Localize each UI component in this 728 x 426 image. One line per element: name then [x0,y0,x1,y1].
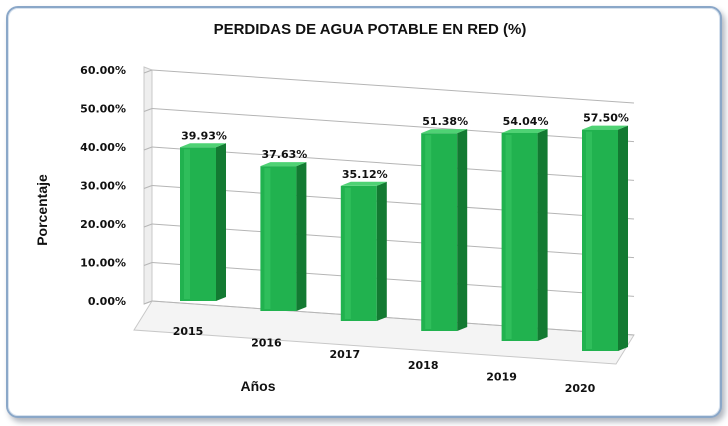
x-tick-label: 2019 [486,371,517,384]
y-tick-label: 40.00% [80,141,126,154]
gridline-side [143,146,153,151]
x-tick-label: 2020 [565,382,596,395]
data-label: 54.04% [503,115,549,128]
y-tick-label: 30.00% [80,180,126,193]
x-axis-ticks: 2015 2016 2017 2018 2019 2020 [173,325,596,395]
gridline-side [143,69,153,74]
bar-highlight [586,131,592,349]
gridlines [143,69,635,336]
bar-top [260,162,307,167]
data-label: 35.12% [342,168,388,181]
bar-2018 [421,129,468,331]
y-tick-label: 0.00% [88,295,126,308]
bar-2016 [260,162,307,311]
y-tick-label: 60.00% [80,64,126,77]
gridline [151,300,635,336]
bar-top [501,128,548,133]
gridline [151,146,635,181]
x-tick-label: 2018 [408,359,439,372]
bar-side [618,125,628,351]
data-label: 57.50% [583,112,629,125]
bar-highlight [505,134,512,339]
bar-2015 [180,143,226,301]
bar-2019 [501,128,548,341]
y-axis-ticks: 0.00% 10.00% 20.00% 30.00% 40.00% 50.00% 60.00… [80,64,126,308]
gridline-side [143,223,153,228]
gridline [151,262,635,297]
data-labels: 39.93% 37.63% 35.12% 51.38% 54.04% 57.50% [181,112,629,181]
bars [180,125,628,351]
data-label: 37.63% [261,148,307,161]
y-tick-label: 50.00% [80,103,126,116]
gridline-side [143,185,153,189]
bar-highlight [184,149,190,299]
y-axis-label: Porcentaje [34,174,50,246]
gridline-side [143,300,153,305]
x-tick-label: 2015 [173,325,204,338]
bar-2017 [340,181,387,321]
bar-top [180,143,226,148]
bar-side [296,162,307,311]
x-axis-label: Años [241,378,276,394]
gridline [151,69,635,104]
bar-top [340,181,387,186]
bar-side [457,129,468,331]
data-label: 39.93% [181,129,227,142]
gridline [151,223,635,259]
x-tick-label: 2017 [329,348,360,361]
bar-side [537,128,548,341]
bar-highlight [425,135,432,329]
gridline-side [143,262,153,266]
y-tick-label: 10.00% [80,257,126,270]
gridline [151,185,635,220]
bar-highlight [344,187,351,319]
data-label: 51.38% [422,115,468,128]
bar-top [421,129,468,134]
y-tick-label: 20.00% [80,218,126,231]
gridline-side [143,108,153,112]
x-tick-label: 2016 [251,336,282,349]
gridline [151,108,635,143]
bar-2020 [582,125,628,351]
chart-title: PERDIDAS DE AGUA POTABLE EN RED (%) [214,21,527,38]
bar-side [216,143,226,301]
bar-side [376,181,387,321]
bar-top [582,125,628,130]
bar-highlight [264,168,271,309]
